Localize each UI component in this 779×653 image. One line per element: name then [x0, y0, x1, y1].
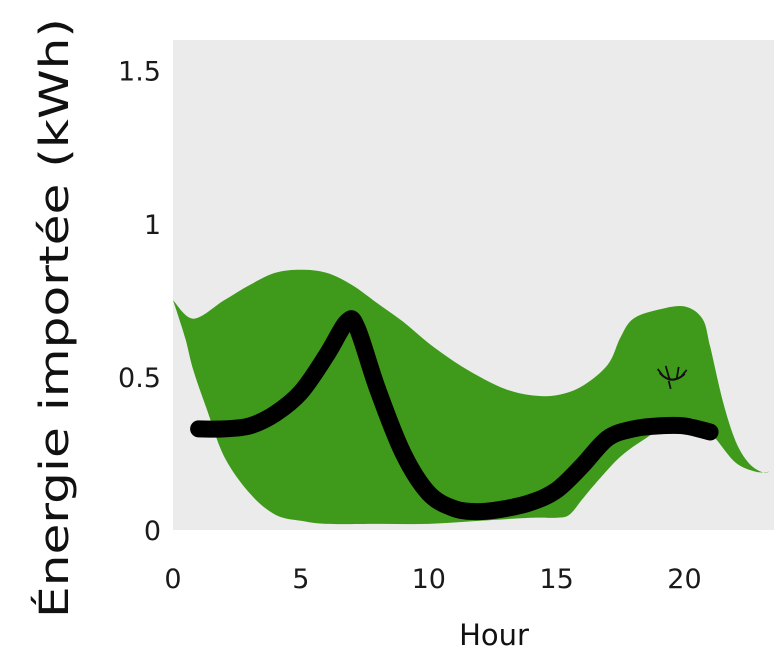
x-axis-label: Hour — [459, 618, 529, 652]
closed-eye-icon — [656, 365, 688, 390]
y-tick-label: 0 — [144, 516, 161, 547]
y-tick-labels: 0 0.5 1 1.5 — [118, 57, 161, 547]
x-tick-label: 10 — [412, 564, 446, 595]
x-tick-label: 0 — [164, 564, 181, 595]
x-tick-label: 15 — [539, 564, 573, 595]
y-axis-label: Énergie importée (kWh) — [30, 18, 78, 618]
range-band — [173, 269, 769, 525]
y-tick-label: 1.5 — [118, 57, 161, 88]
series-line — [190, 310, 719, 521]
y-tick-label: 1 — [144, 210, 161, 241]
y-tick-label: 0.5 — [118, 363, 161, 394]
x-tick-labels: 0 5 10 15 20 — [164, 564, 701, 595]
x-tick-label: 5 — [292, 564, 309, 595]
x-tick-label: 20 — [667, 564, 701, 595]
